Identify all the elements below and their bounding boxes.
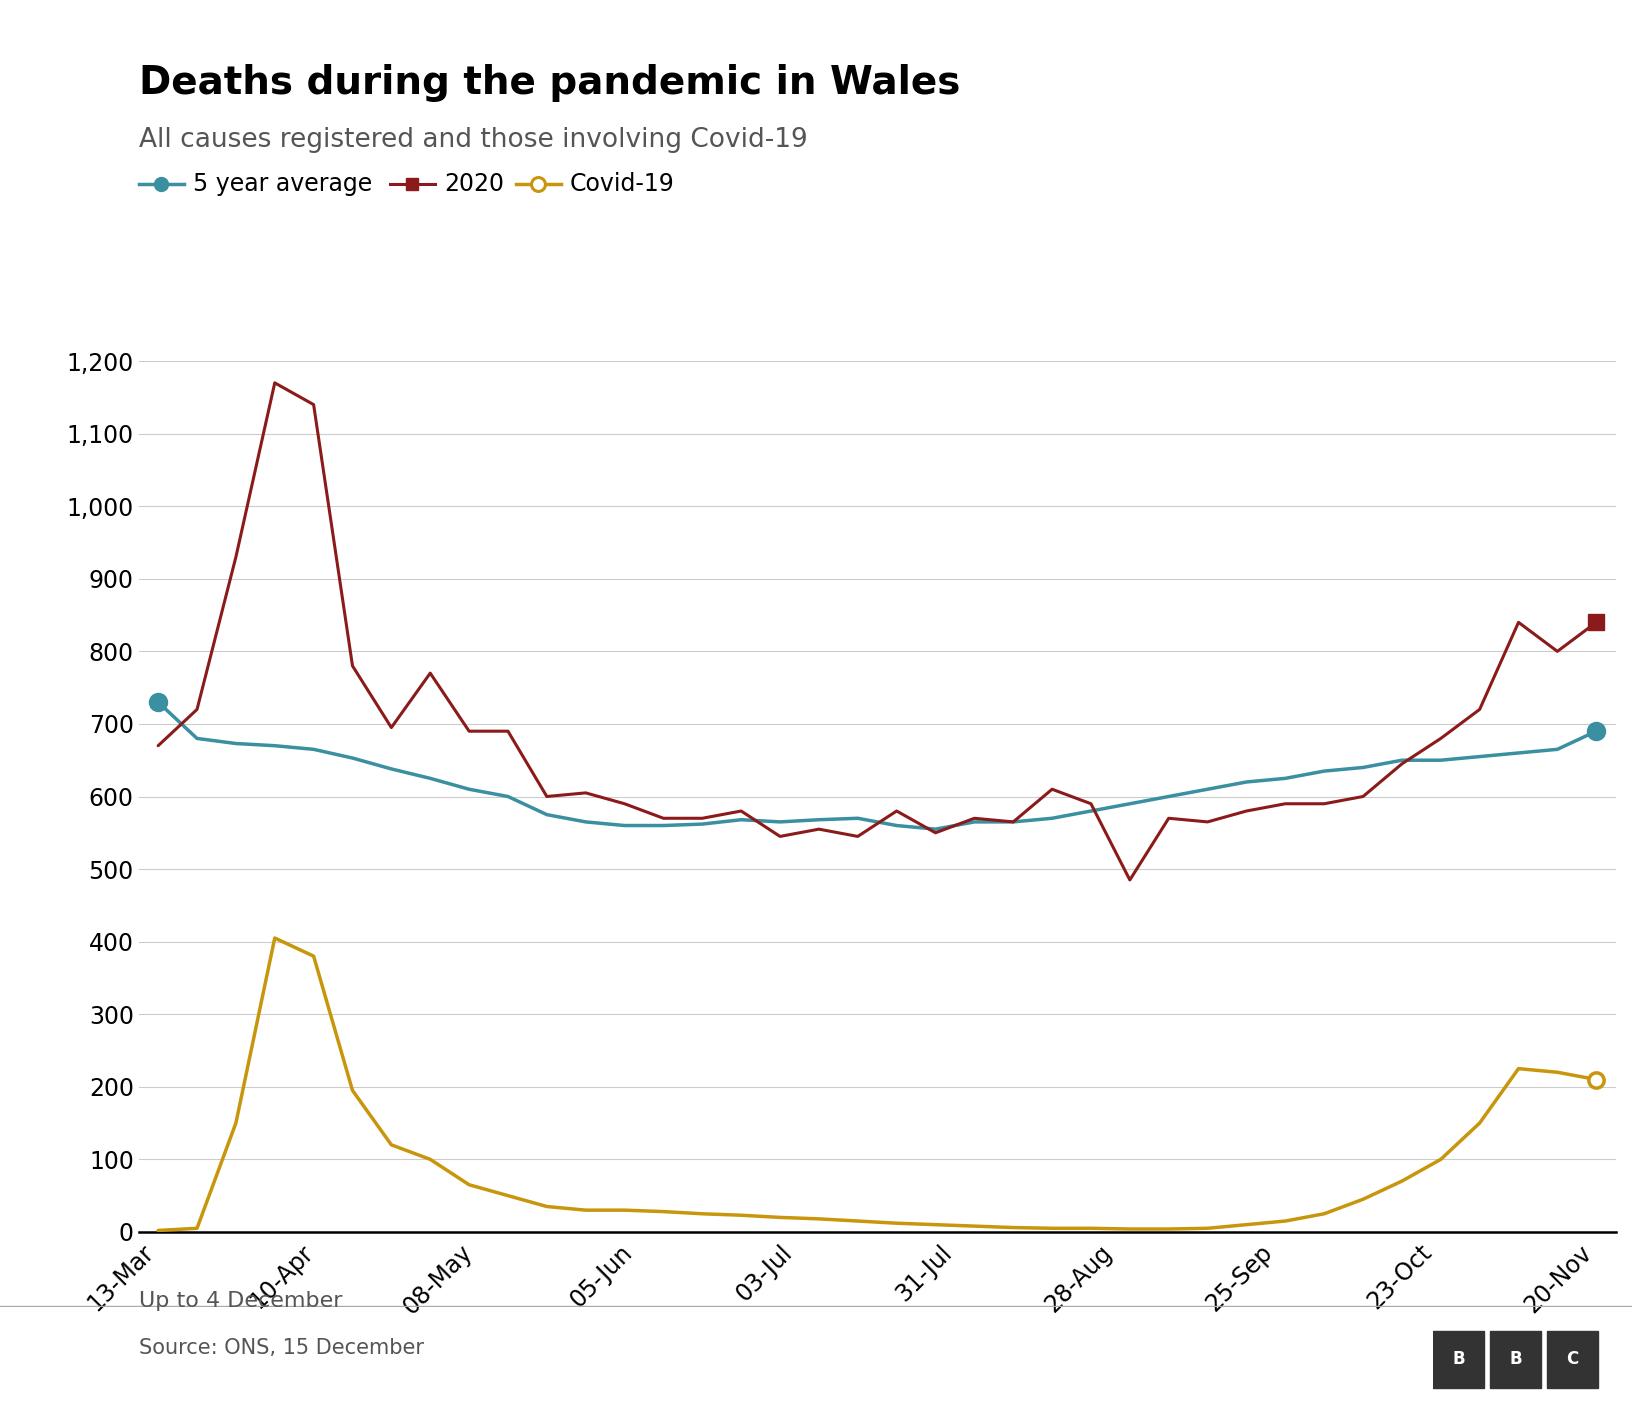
Bar [1490,1331,1541,1388]
Text: Source: ONS, 15 December: Source: ONS, 15 December [139,1338,424,1358]
Text: All causes registered and those involving Covid-19: All causes registered and those involvin… [139,127,808,153]
Text: B: B [1452,1351,1464,1368]
Text: 5 year average: 5 year average [193,173,372,195]
Text: Covid-19: Covid-19 [570,173,674,195]
Bar [1547,1331,1598,1388]
Text: 2020: 2020 [444,173,504,195]
Text: B: B [1510,1351,1521,1368]
Text: Deaths during the pandemic in Wales: Deaths during the pandemic in Wales [139,64,960,102]
Text: Up to 4 December: Up to 4 December [139,1291,343,1311]
Text: C: C [1567,1351,1578,1368]
Bar [1433,1331,1483,1388]
